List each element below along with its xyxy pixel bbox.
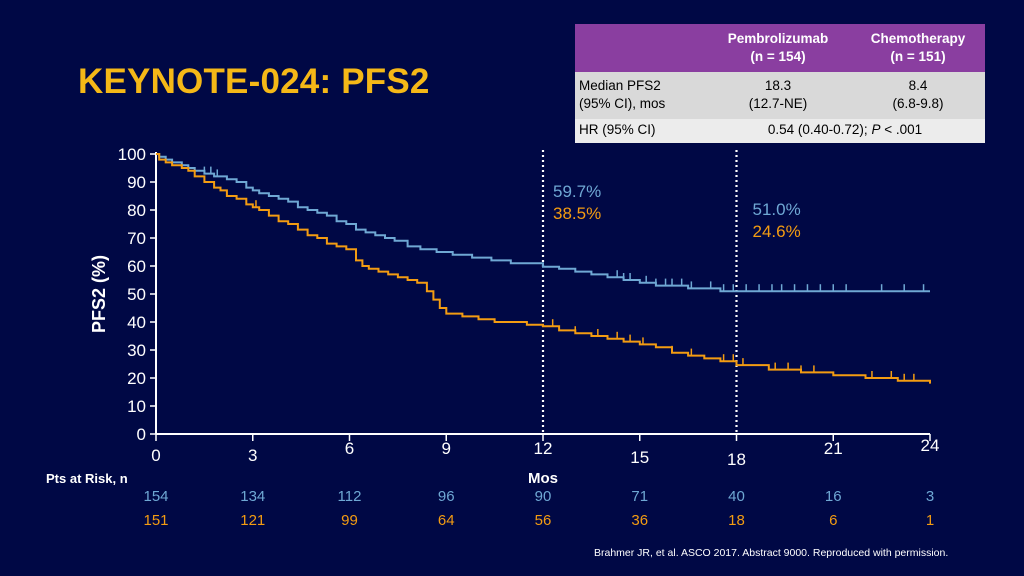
median-pfs2-label: Median PFS2 (95% CI), mos xyxy=(575,72,705,119)
risk-count-chemotherapy: 18 xyxy=(728,512,745,529)
y-tick-label: 0 xyxy=(137,425,146,444)
annotation-12mo-chemotherapy: 38.5% xyxy=(553,204,601,223)
risk-count-chemotherapy: 56 xyxy=(535,512,552,529)
table-header-row: Pembrolizumab (n = 154) Chemotherapy (n = … xyxy=(575,24,985,72)
risk-count-chemotherapy: 6 xyxy=(829,512,837,529)
y-tick-label: 20 xyxy=(127,369,146,388)
risk-count-pembrolizumab: 3 xyxy=(926,488,934,505)
risk-count-pembrolizumab: 154 xyxy=(143,488,168,505)
y-tick-label: 40 xyxy=(127,313,146,332)
risk-count-pembrolizumab: 112 xyxy=(338,488,362,505)
risk-count-pembrolizumab: 90 xyxy=(535,488,552,505)
annotation-12mo-pembrolizumab: 59.7% xyxy=(553,182,601,201)
y-tick-label: 90 xyxy=(127,173,146,192)
x-tick-label: 12 xyxy=(534,439,553,458)
x-tick-label: 15 xyxy=(630,448,649,467)
hr-p-label: P xyxy=(871,122,881,137)
table-row-hr: HR (95% CI) 0.54 (0.40-0.72); P < .001 xyxy=(575,119,985,143)
annotation-18mo-chemotherapy: 24.6% xyxy=(753,222,801,241)
median-pfs2-chemo: 8.4 (6.8-9.8) xyxy=(851,72,985,119)
x-axis-label: Mos xyxy=(528,470,558,487)
y-tick-label: 30 xyxy=(127,341,146,360)
annotation-18mo-pembrolizumab: 51.0% xyxy=(753,200,801,219)
slide-title: KEYNOTE-024: PFS2 xyxy=(78,62,430,101)
risk-count-pembrolizumab: 71 xyxy=(631,488,648,505)
y-tick-label: 70 xyxy=(127,229,146,248)
risk-count-pembrolizumab: 40 xyxy=(728,488,745,505)
table-header-pembrolizumab: Pembrolizumab (n = 154) xyxy=(705,24,851,72)
risk-count-pembrolizumab: 16 xyxy=(825,488,842,505)
risk-count-pembrolizumab: 96 xyxy=(438,488,455,505)
y-tick-label: 60 xyxy=(127,257,146,276)
x-tick-label: 9 xyxy=(442,439,451,458)
hr-value: 0.54 (0.40-0.72); P < .001 xyxy=(705,119,985,143)
citation: Brahmer JR, et al. ASCO 2017. Abstract 9… xyxy=(594,547,949,559)
km-curve-chemotherapy xyxy=(156,153,931,384)
table-row-median-pfs2: Median PFS2 (95% CI), mos 18.3 (12.7-NE) 8… xyxy=(575,72,985,119)
y-tick-label: 10 xyxy=(127,397,146,416)
x-tick-label: 6 xyxy=(345,439,354,458)
risk-count-pembrolizumab: 134 xyxy=(240,488,265,505)
x-tick-label: 0 xyxy=(151,446,160,465)
y-tick-label: 50 xyxy=(127,285,146,304)
x-tick-label: 24 xyxy=(921,436,940,455)
x-tick-label: 18 xyxy=(727,450,746,469)
table-header-blank xyxy=(575,24,705,72)
hr-value-prefix: 0.54 (0.40-0.72); xyxy=(767,122,872,137)
hr-value-suffix: < .001 xyxy=(880,122,923,137)
median-pfs2-pembro: 18.3 (12.7-NE) xyxy=(705,72,851,119)
summary-table: Pembrolizumab (n = 154) Chemotherapy (n = … xyxy=(575,24,985,143)
risk-count-chemotherapy: 151 xyxy=(143,512,168,529)
risk-count-chemotherapy: 36 xyxy=(631,512,648,529)
risk-count-chemotherapy: 121 xyxy=(240,512,265,529)
x-tick-label: 21 xyxy=(824,439,843,458)
y-tick-label: 80 xyxy=(127,201,146,220)
hr-label: HR (95% CI) xyxy=(575,119,705,143)
risk-count-chemotherapy: 64 xyxy=(438,512,455,529)
risk-count-chemotherapy: 99 xyxy=(341,512,358,529)
y-axis-label: PFS2 (%) xyxy=(89,255,109,333)
x-tick-label: 3 xyxy=(248,446,257,465)
risk-count-chemotherapy: 1 xyxy=(926,512,934,529)
risk-table-label: Pts at Risk, n xyxy=(46,471,128,486)
y-tick-label: 100 xyxy=(118,145,146,164)
table-header-chemotherapy: Chemotherapy (n = 151) xyxy=(851,24,985,72)
